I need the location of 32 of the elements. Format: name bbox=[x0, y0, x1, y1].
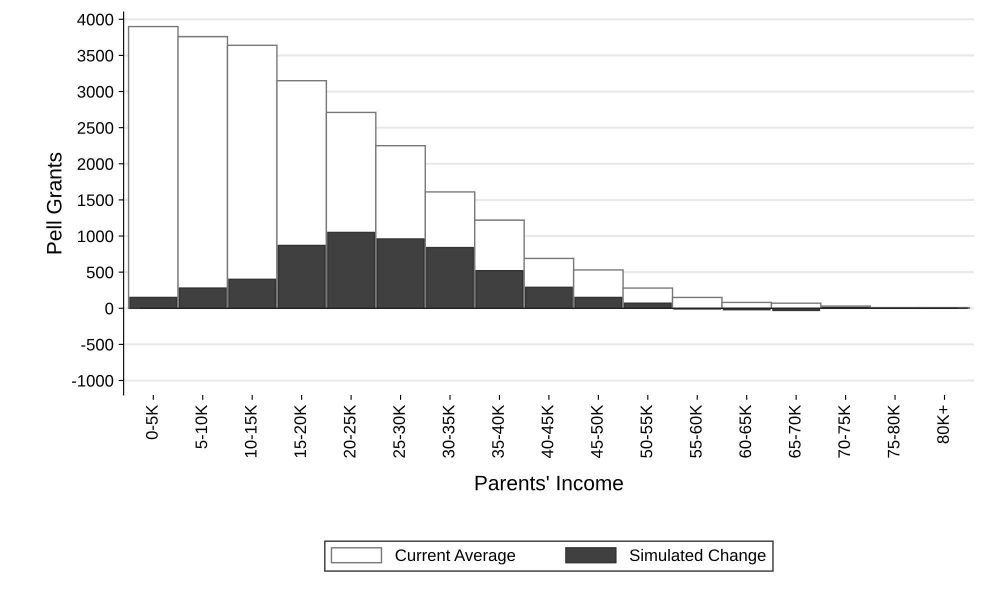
y-tick-label: 3000 bbox=[77, 86, 114, 98]
x-tick-label: 35-40K bbox=[492, 404, 504, 458]
x-tick-label: 20-25K bbox=[344, 404, 356, 458]
x-tick-label: 5-10K bbox=[195, 404, 208, 448]
x-tick-label: 55-60K bbox=[690, 404, 702, 458]
x-tick-label: 75-80K bbox=[888, 404, 900, 458]
y-tick-label: 2000 bbox=[78, 158, 114, 170]
y-tick-label: 500 bbox=[86, 266, 114, 278]
x-tick-label: 0-5K bbox=[146, 404, 158, 440]
x-tick-label: 10-15K bbox=[244, 404, 257, 458]
x-tick-label: 40-45K bbox=[542, 404, 554, 458]
y-tick-label: 4000 bbox=[77, 14, 114, 26]
x-tick-label: 25-30K bbox=[393, 404, 406, 458]
x-tick-label: 45-50K bbox=[591, 404, 603, 458]
y-tick-label: 0 bbox=[105, 302, 114, 314]
y-tick-label: 3500 bbox=[77, 50, 114, 62]
x-tick-label: 50-55K bbox=[640, 404, 652, 458]
x-axis-title: Parents' Income bbox=[476, 476, 623, 490]
y-tick-label: 1000 bbox=[78, 230, 114, 242]
y-tick-label: -500 bbox=[81, 338, 114, 351]
x-tick-label: 80K+ bbox=[937, 406, 949, 444]
x-tick-label: 30-35K bbox=[442, 404, 454, 458]
legend-label: Simulated Change bbox=[630, 548, 766, 564]
y-tick-label: 2500 bbox=[78, 122, 114, 134]
x-tick-label: 15-20K bbox=[294, 404, 306, 458]
y-tick-label: -1000 bbox=[72, 374, 114, 387]
y-axis-title: Pell Grants bbox=[46, 152, 62, 254]
legend-label: Current Average bbox=[396, 549, 516, 564]
x-tick-label: 70-75K bbox=[838, 404, 850, 458]
y-tick-label: 1500 bbox=[78, 194, 114, 206]
x-tick-label: 65-70K bbox=[788, 404, 801, 458]
x-tick-label: 60-65K bbox=[739, 404, 752, 458]
